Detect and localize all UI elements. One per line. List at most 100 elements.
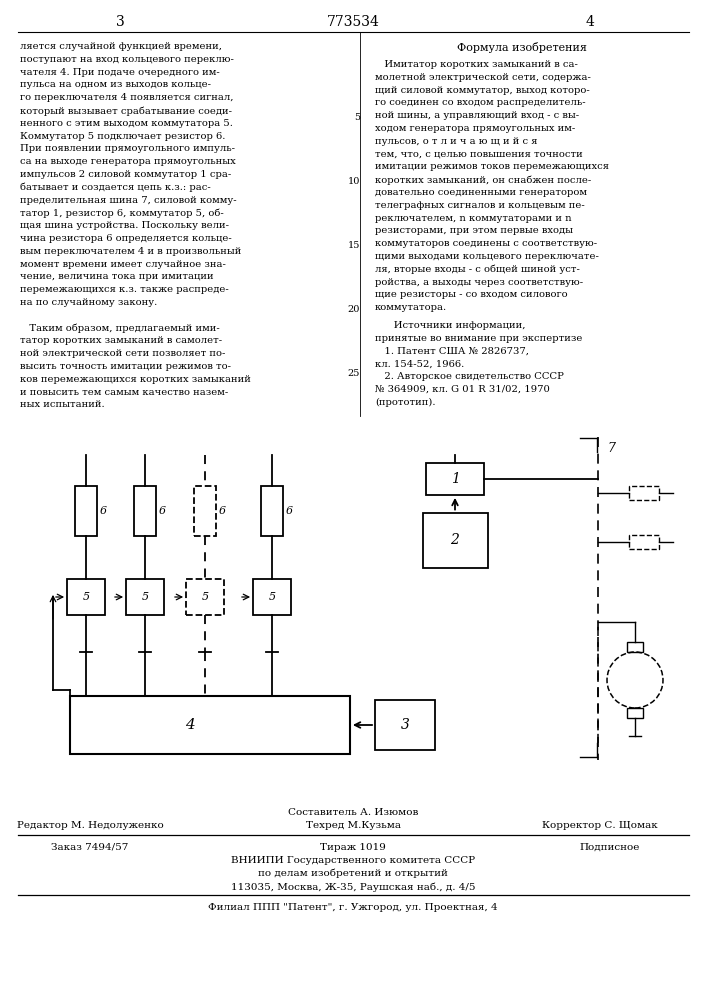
Text: 6: 6 <box>286 506 293 516</box>
Text: щими выходами кольцевого переключате-: щими выходами кольцевого переключате- <box>375 252 599 261</box>
Text: поступают на вход кольцевого переклю-: поступают на вход кольцевого переклю- <box>20 55 234 64</box>
Text: щий силовой коммутатор, выход которо-: щий силовой коммутатор, выход которо- <box>375 86 590 95</box>
Text: № 364909, кл. G 01 R 31/02, 1970: № 364909, кл. G 01 R 31/02, 1970 <box>375 385 550 394</box>
Text: 5: 5 <box>141 592 148 602</box>
Text: 3: 3 <box>116 15 124 29</box>
Text: Коммутатор 5 подключает резистор 6.: Коммутатор 5 подключает резистор 6. <box>20 132 226 141</box>
Text: 2. Авторское свидетельство СССР: 2. Авторское свидетельство СССР <box>375 372 564 381</box>
Text: Подписное: Подписное <box>580 843 640 852</box>
Text: и повысить тем самым качество назем-: и повысить тем самым качество назем- <box>20 388 228 397</box>
Bar <box>67 579 105 615</box>
Bar <box>134 486 156 536</box>
Text: татор 1, резистор 6, коммутатор 5, об-: татор 1, резистор 6, коммутатор 5, об- <box>20 208 223 218</box>
Text: Таким образом, предлагаемый ими-: Таким образом, предлагаемый ими- <box>20 324 220 333</box>
Text: 6: 6 <box>219 506 226 516</box>
Text: 4: 4 <box>185 718 195 732</box>
Text: Тираж 1019: Тираж 1019 <box>320 843 386 852</box>
Text: Корректор С. Щомак: Корректор С. Щомак <box>542 821 658 830</box>
Text: резисторами, при этом первые входы: резисторами, при этом первые входы <box>375 226 573 235</box>
Text: Заказ 7494/57: Заказ 7494/57 <box>52 843 129 852</box>
Text: Формула изобретения: Формула изобретения <box>457 42 587 53</box>
Text: ройства, а выходы через соответствую-: ройства, а выходы через соответствую- <box>375 278 583 287</box>
Text: 3: 3 <box>401 718 409 732</box>
Text: тем, что, с целью повышения точности: тем, что, с целью повышения точности <box>375 150 583 159</box>
Text: 10: 10 <box>348 177 360 186</box>
Text: ВНИИПИ Государственного комитета СССР: ВНИИПИ Государственного комитета СССР <box>231 856 475 865</box>
Text: высить точность имитации режимов то-: высить точность имитации режимов то- <box>20 362 231 371</box>
Text: 773534: 773534 <box>327 15 380 29</box>
Text: пульсов, о т л и ч а ю щ и й с я: пульсов, о т л и ч а ю щ и й с я <box>375 137 537 146</box>
Text: 5: 5 <box>354 113 360 122</box>
Text: го соединен со входом распределитель-: го соединен со входом распределитель- <box>375 98 585 107</box>
Text: 6: 6 <box>100 506 107 516</box>
Text: ной электрической сети позволяет по-: ной электрической сети позволяет по- <box>20 349 226 358</box>
Bar <box>423 512 488 568</box>
Text: При появлении прямоугольного импуль-: При появлении прямоугольного импуль- <box>20 144 235 153</box>
Bar <box>627 642 643 652</box>
Text: коммутатора.: коммутатора. <box>375 303 447 312</box>
Text: 113035, Москва, Ж-35, Раушская наб., д. 4/5: 113035, Москва, Ж-35, Раушская наб., д. … <box>230 882 475 892</box>
Text: 20: 20 <box>348 305 360 314</box>
Text: щая шина устройства. Поскольку вели-: щая шина устройства. Поскольку вели- <box>20 221 229 230</box>
Text: чина резистора 6 определяется кольце-: чина резистора 6 определяется кольце- <box>20 234 232 243</box>
Text: ной шины, а управляющий вход - с вы-: ной шины, а управляющий вход - с вы- <box>375 111 579 120</box>
Bar <box>261 486 283 536</box>
Text: 5: 5 <box>83 592 90 602</box>
Text: 1. Патент США № 2826737,: 1. Патент США № 2826737, <box>375 347 529 356</box>
Bar <box>629 486 659 500</box>
Text: го переключателя 4 появляется сигнал,: го переключателя 4 появляется сигнал, <box>20 93 233 102</box>
Text: пределительная шина 7, силовой комму-: пределительная шина 7, силовой комму- <box>20 196 237 205</box>
Text: телеграфных сигналов и кольцевым пе-: телеграфных сигналов и кольцевым пе- <box>375 201 585 210</box>
Text: на по случайному закону.: на по случайному закону. <box>20 298 157 307</box>
Text: чателя 4. При подаче очередного им-: чателя 4. При подаче очередного им- <box>20 68 220 77</box>
Bar <box>186 579 224 615</box>
Text: са на выходе генератора прямоугольных: са на выходе генератора прямоугольных <box>20 157 235 166</box>
Text: коротких замыканий, он снабжен после-: коротких замыканий, он снабжен после- <box>375 175 591 185</box>
Text: который вызывает срабатывание соеди-: который вызывает срабатывание соеди- <box>20 106 232 115</box>
Text: момент времени имеет случайное зна-: момент времени имеет случайное зна- <box>20 260 226 269</box>
Bar <box>627 708 643 718</box>
Text: 2: 2 <box>450 533 460 547</box>
Text: (прототип).: (прототип). <box>375 398 436 407</box>
Text: принятые во внимание при экспертизе: принятые во внимание при экспертизе <box>375 334 583 343</box>
Bar <box>75 486 97 536</box>
Bar <box>194 486 216 536</box>
Text: кл. 154-52, 1966.: кл. 154-52, 1966. <box>375 359 464 368</box>
Text: ных испытаний.: ных испытаний. <box>20 400 105 409</box>
Text: татор коротких замыканий в самолет-: татор коротких замыканий в самолет- <box>20 336 222 345</box>
Text: импульсов 2 силовой коммутатор 1 сра-: импульсов 2 силовой коммутатор 1 сра- <box>20 170 231 179</box>
Text: Составитель А. Изюмов: Составитель А. Изюмов <box>288 808 418 817</box>
Bar <box>126 579 164 615</box>
Bar <box>253 579 291 615</box>
Text: Филиал ППП "Патент", г. Ужгород, ул. Проектная, 4: Филиал ППП "Патент", г. Ужгород, ул. Про… <box>208 903 498 912</box>
Text: ходом генератора прямоугольных им-: ходом генератора прямоугольных им- <box>375 124 575 133</box>
Text: 5: 5 <box>269 592 276 602</box>
Text: батывает и создается цепь к.з.: рас-: батывает и создается цепь к.з.: рас- <box>20 183 211 192</box>
Text: Имитатор коротких замыканий в са-: Имитатор коротких замыканий в са- <box>375 60 578 69</box>
Text: молетной электрической сети, содержа-: молетной электрической сети, содержа- <box>375 73 591 82</box>
Text: 5: 5 <box>201 592 209 602</box>
Text: 15: 15 <box>348 241 360 250</box>
Text: коммутаторов соединены с соответствую-: коммутаторов соединены с соответствую- <box>375 239 597 248</box>
Text: по делам изобретений и открытий: по делам изобретений и открытий <box>258 869 448 879</box>
Text: ненного с этим выходом коммутатора 5.: ненного с этим выходом коммутатора 5. <box>20 119 233 128</box>
Bar <box>375 700 435 750</box>
Text: Редактор М. Недолуженко: Редактор М. Недолуженко <box>17 821 163 830</box>
Text: вым переключателем 4 и в произвольный: вым переключателем 4 и в произвольный <box>20 247 241 256</box>
Text: ля, вторые входы - с общей шиной уст-: ля, вторые входы - с общей шиной уст- <box>375 265 580 274</box>
Text: реключателем, n коммутаторами и n: реключателем, n коммутаторами и n <box>375 214 572 223</box>
Text: 25: 25 <box>348 369 360 378</box>
Text: ков перемежающихся коротких замыканий: ков перемежающихся коротких замыканий <box>20 375 251 384</box>
Text: 1: 1 <box>450 472 460 486</box>
Text: имитации режимов токов перемежающихся: имитации режимов токов перемежающихся <box>375 162 609 171</box>
Bar <box>426 463 484 495</box>
Text: 4: 4 <box>585 15 595 29</box>
Text: 7: 7 <box>607 442 615 454</box>
Text: щие резисторы - со входом силового: щие резисторы - со входом силового <box>375 290 568 299</box>
Text: Техред М.Кузьма: Техред М.Кузьма <box>305 821 400 830</box>
Text: перемежающихся к.з. также распреде-: перемежающихся к.з. также распреде- <box>20 285 229 294</box>
Text: чение, величина тока при имитации: чение, величина тока при имитации <box>20 272 214 281</box>
Bar <box>70 696 350 754</box>
Text: Источники информации,: Источники информации, <box>375 321 525 330</box>
Text: довательно соединенными генератором: довательно соединенными генератором <box>375 188 587 197</box>
